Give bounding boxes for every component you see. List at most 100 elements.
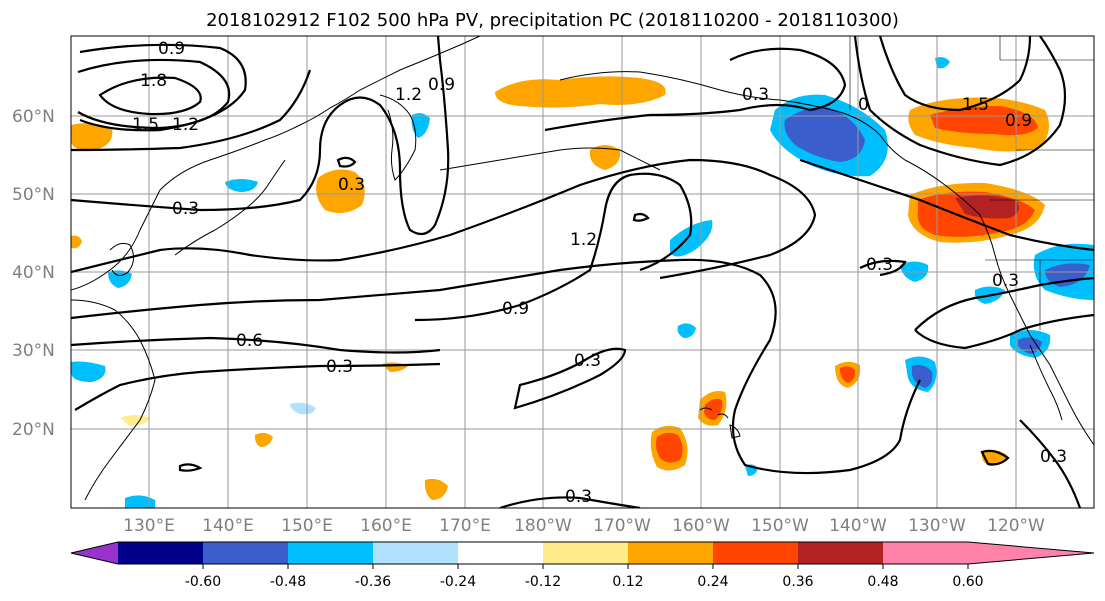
contour-label: 1.8 [140, 71, 167, 91]
lon-label: 160°E [360, 516, 412, 536]
precip-area [840, 366, 856, 383]
precip-area [71, 361, 106, 382]
colorbar-tick-label: -0.12 [525, 574, 561, 590]
pv-contour [74, 362, 441, 411]
coastline-aleutians [439, 147, 661, 171]
coastline-asia [71, 36, 481, 291]
pv-contour [632, 212, 650, 222]
pv-contour [71, 158, 817, 280]
lon-label: 170°W [593, 516, 651, 536]
lon-label: 170°E [439, 516, 491, 536]
lat-label: 50°N [12, 185, 55, 205]
precip-area [316, 169, 365, 214]
coastline-alaska [559, 71, 946, 186]
coastline-namerica [944, 184, 1094, 446]
lon-label: 130°E [123, 516, 175, 536]
lat-label: 60°N [12, 107, 55, 127]
pv-contours [71, 36, 1094, 508]
map-frame [70, 35, 1095, 509]
precip-area [784, 107, 865, 162]
contour-label: 0.3 [866, 255, 893, 275]
precip-area [71, 235, 82, 249]
pv-contour [98, 76, 202, 116]
precip-area [935, 57, 950, 69]
colorbar-segment [288, 542, 373, 564]
coastline-china [71, 299, 156, 501]
colorbar-tick-label: -0.48 [270, 574, 306, 590]
pv-contour [980, 449, 1010, 466]
colorbar-tick-label: -0.60 [185, 574, 221, 590]
contour-label: 0.6 [236, 331, 263, 351]
colorbar-segment [798, 542, 883, 564]
lon-label: 130°W [908, 516, 966, 536]
colorbar-segment [883, 542, 968, 564]
lat-label: 40°N [12, 263, 55, 283]
pv-contour [1019, 419, 1082, 508]
pv-contour [71, 36, 450, 236]
precip-area [912, 364, 933, 388]
coastline-japan [174, 159, 286, 256]
precip-area [589, 145, 621, 170]
pv-contour [513, 347, 627, 410]
contour-label: 0.3 [574, 351, 601, 371]
lon-label: 150°W [751, 516, 809, 536]
colorbar-segment [373, 542, 458, 564]
precip-area [1045, 263, 1090, 287]
precip-area [930, 106, 1038, 136]
pv-contour [914, 313, 1094, 350]
precip-area [495, 76, 666, 108]
colorbar-tick-label: -0.24 [440, 574, 476, 590]
precip-area [290, 402, 316, 415]
colorbar-segment [118, 542, 203, 564]
colorbar-tick-label: 0.24 [697, 574, 728, 590]
pv-contour [336, 156, 357, 168]
figure-title: 2018102912 F102 500 hPa PV, precipitatio… [206, 10, 899, 31]
precip-area [71, 123, 113, 151]
colorbar-tick-label: 0.12 [612, 574, 643, 590]
precip-area [254, 432, 273, 447]
colorbar-segment [203, 542, 288, 564]
pv-contour [79, 43, 247, 132]
contour-label: 0.9 [428, 75, 455, 95]
lon-label: 120°W [987, 516, 1045, 536]
pv-contour [499, 496, 641, 508]
contour-label: 0 [858, 95, 869, 115]
colorbar-extend-left [71, 542, 118, 564]
graticule [71, 36, 1094, 508]
precip-shading [71, 57, 1094, 508]
precip-area [120, 415, 150, 426]
lon-label: 140°W [829, 516, 887, 536]
longitude-labels: 130°E 140°E 150°E 160°E 170°E 180°W 170°… [123, 516, 1045, 536]
pv-contour [71, 69, 312, 152]
precip-area [225, 179, 258, 192]
colorbar-tick-label: 0.36 [782, 574, 813, 590]
precip-area [108, 270, 132, 288]
colorbar-ticks [202, 564, 969, 569]
contour-label: 0.9 [1005, 111, 1032, 131]
colorbar-tick-label: -0.36 [355, 574, 391, 590]
pv-contour [859, 259, 907, 277]
precip-area [411, 113, 430, 138]
contour-label: 0.9 [502, 299, 529, 319]
pv-contour [71, 258, 921, 475]
precip-area [704, 398, 723, 420]
precip-area [677, 323, 696, 338]
colorbar: -0.60 -0.48 -0.36 -0.24 -0.12 0.12 0.24 … [70, 541, 1095, 590]
precip-area [424, 478, 448, 500]
coastline-korea [109, 242, 134, 276]
colorbar-segment [628, 542, 713, 564]
contour-label: 0.3 [338, 175, 365, 195]
pv-contour [544, 103, 811, 132]
pv-contour [878, 36, 1032, 112]
contour-label: 1.5 [132, 115, 159, 135]
contour-label: 1.5 [962, 95, 989, 115]
coastlines [71, 36, 1094, 501]
lon-label: 180°W [514, 516, 572, 536]
colorbar-outline [70, 541, 1095, 565]
contour-label: 0.9 [158, 39, 185, 59]
precip-area [656, 432, 683, 463]
colorbar-extend-right [968, 542, 1094, 564]
precip-area [955, 195, 1019, 219]
